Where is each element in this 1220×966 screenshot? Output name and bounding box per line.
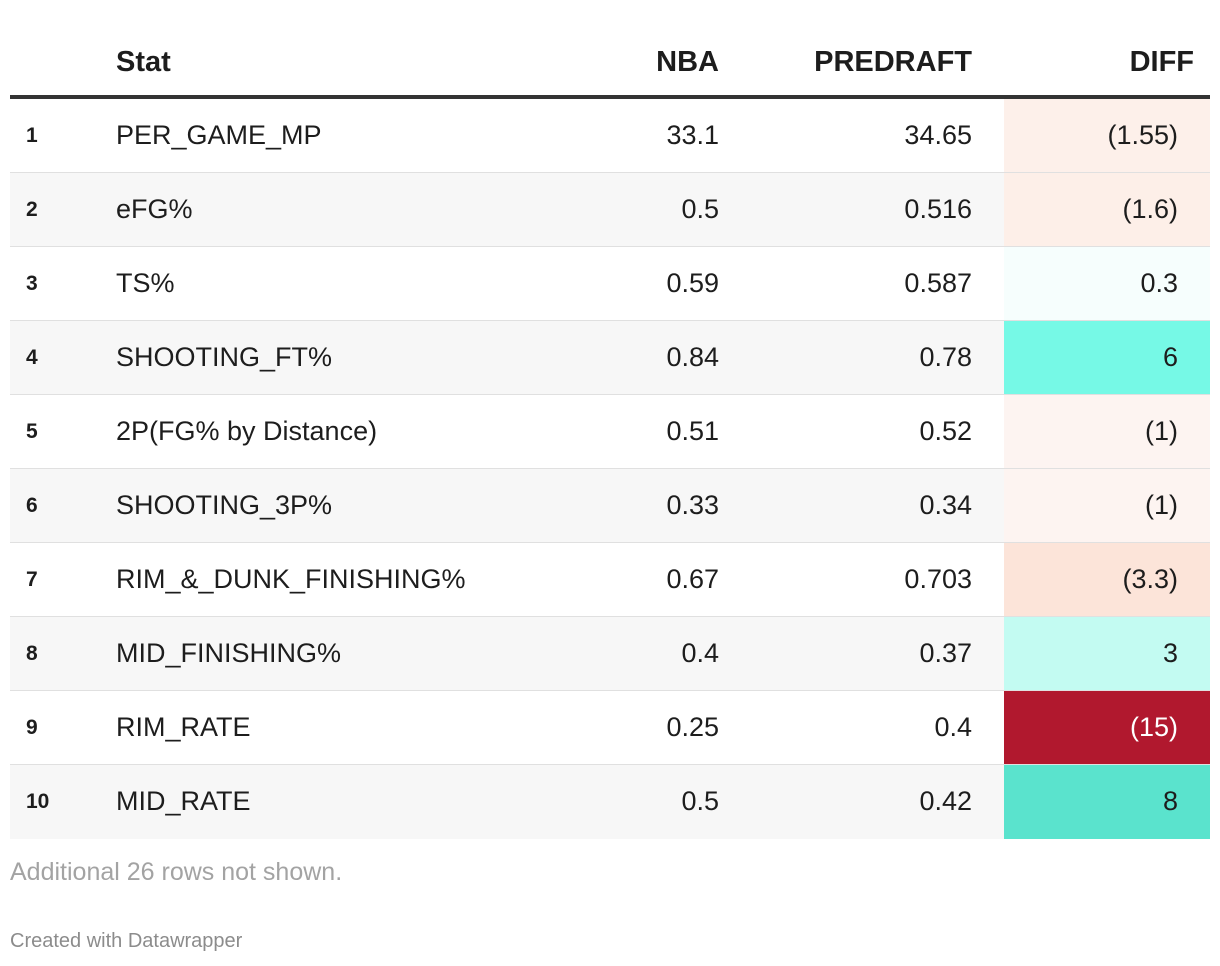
diff-color-cell [1004, 99, 1210, 172]
nba-value-cell: 0.67 [666, 564, 719, 594]
header-diff[interactable]: DIFF [1129, 46, 1194, 78]
stat-cell: PER_GAME_MP [116, 120, 322, 150]
stat-cell: RIM_&_DUNK_FINISHING% [116, 564, 466, 594]
nba-value-cell: 0.4 [681, 638, 719, 668]
diff-color-cell [1004, 395, 1210, 468]
nba-value-cell: 0.25 [666, 712, 719, 742]
stat-cell: MID_RATE [116, 786, 251, 816]
stat-cell: eFG% [116, 194, 193, 224]
stat-cell: TS% [116, 268, 175, 298]
rank-cell: 10 [26, 790, 50, 813]
nba-value-cell: 0.5 [681, 786, 719, 816]
stat-cell: SHOOTING_3P% [116, 490, 333, 520]
diff-value-cell: 8 [1162, 786, 1178, 816]
predraft-value-cell: 0.703 [904, 564, 972, 594]
stat-cell: MID_FINISHING% [116, 638, 342, 668]
predraft-value-cell: 0.4 [934, 712, 972, 742]
table-row: 8 MID_FINISHING% 0.4 0.37 3 [10, 617, 1210, 691]
diff-value-cell: 6 [1162, 342, 1178, 372]
rank-cell: 3 [26, 272, 38, 295]
diff-value-cell: 0.3 [1140, 268, 1178, 298]
diff-value-cell: (1) [1145, 416, 1178, 446]
nba-value-cell: 0.51 [666, 416, 719, 446]
diff-value-cell: (1) [1145, 490, 1178, 520]
diff-color-cell [1004, 469, 1210, 542]
diff-color-cell [1004, 543, 1210, 616]
nba-value-cell: 33.1 [666, 120, 719, 150]
table-row: 9 RIM_RATE 0.25 0.4 (15) [10, 691, 1210, 765]
rank-cell: 8 [26, 642, 38, 665]
stat-cell: RIM_RATE [116, 712, 251, 742]
diff-color-cell [1004, 173, 1210, 246]
rank-cell: 7 [26, 568, 38, 591]
rank-cell: 4 [26, 346, 38, 369]
stat-cell: SHOOTING_FT% [116, 342, 333, 372]
diff-color-cell [1004, 247, 1210, 320]
header-predraft[interactable]: PREDRAFT [814, 46, 972, 78]
table-row: 7 RIM_&_DUNK_FINISHING% 0.67 0.703 (3.3) [10, 543, 1210, 617]
predraft-value-cell: 0.516 [904, 194, 972, 224]
nba-value-cell: 0.5 [681, 194, 719, 224]
table-row: 4 SHOOTING_FT% 0.84 0.78 6 [10, 321, 1210, 395]
rank-cell: 1 [26, 124, 38, 147]
header-stat[interactable]: Stat [116, 46, 171, 78]
diff-color-cell [1004, 691, 1210, 764]
rank-cell: 9 [26, 716, 38, 739]
predraft-value-cell: 0.34 [919, 490, 972, 520]
predraft-value-cell: 0.587 [904, 268, 972, 298]
predraft-value-cell: 0.37 [919, 638, 972, 668]
predraft-value-cell: 0.78 [919, 342, 972, 372]
diff-value-cell: (15) [1129, 712, 1178, 742]
nba-value-cell: 0.84 [666, 342, 719, 372]
table-row: 6 SHOOTING_3P% 0.33 0.34 (1) [10, 469, 1210, 543]
footnote: Additional 26 rows not shown. [10, 858, 343, 886]
diff-value-cell: (1.6) [1122, 194, 1178, 224]
table-body: 1 PER_GAME_MP 33.1 34.65 (1.55) 2 eFG% 0.5 0.516… [10, 99, 1210, 839]
predraft-value-cell: 0.52 [919, 416, 972, 446]
rank-cell: 5 [26, 420, 38, 443]
credit-line: Created with Datawrapper [10, 930, 243, 952]
predraft-value-cell: 0.42 [919, 786, 972, 816]
table-row: 3 TS% 0.59 0.587 0.3 [10, 247, 1210, 321]
table-row: 1 PER_GAME_MP 33.1 34.65 (1.55) [10, 99, 1210, 173]
diff-value-cell: 3 [1162, 638, 1178, 668]
table-row: 2 eFG% 0.5 0.516 (1.6) [10, 173, 1210, 247]
diff-color-cell [1004, 765, 1210, 839]
table-row: 10 MID_RATE 0.5 0.42 8 [10, 765, 1210, 839]
diff-color-cell [1004, 321, 1210, 394]
table-header: Stat NBA PREDRAFT DIFF [10, 28, 1210, 99]
rank-cell: 2 [26, 198, 38, 221]
diff-color-cell [1004, 617, 1210, 690]
stat-cell: 2P(FG% by Distance) [116, 416, 378, 446]
rank-cell: 6 [26, 494, 38, 517]
stats-table: Stat NBA PREDRAFT DIFF 1 PER_GAME_MP 33.1 3… [10, 28, 1210, 839]
diff-value-cell: (3.3) [1122, 564, 1178, 594]
nba-value-cell: 0.33 [666, 490, 719, 520]
nba-value-cell: 0.59 [666, 268, 719, 298]
header-nba[interactable]: NBA [656, 46, 719, 78]
diff-value-cell: (1.55) [1107, 120, 1178, 150]
table-row: 5 2P(FG% by Distance) 0.51 0.52 (1) [10, 395, 1210, 469]
predraft-value-cell: 34.65 [904, 120, 972, 150]
